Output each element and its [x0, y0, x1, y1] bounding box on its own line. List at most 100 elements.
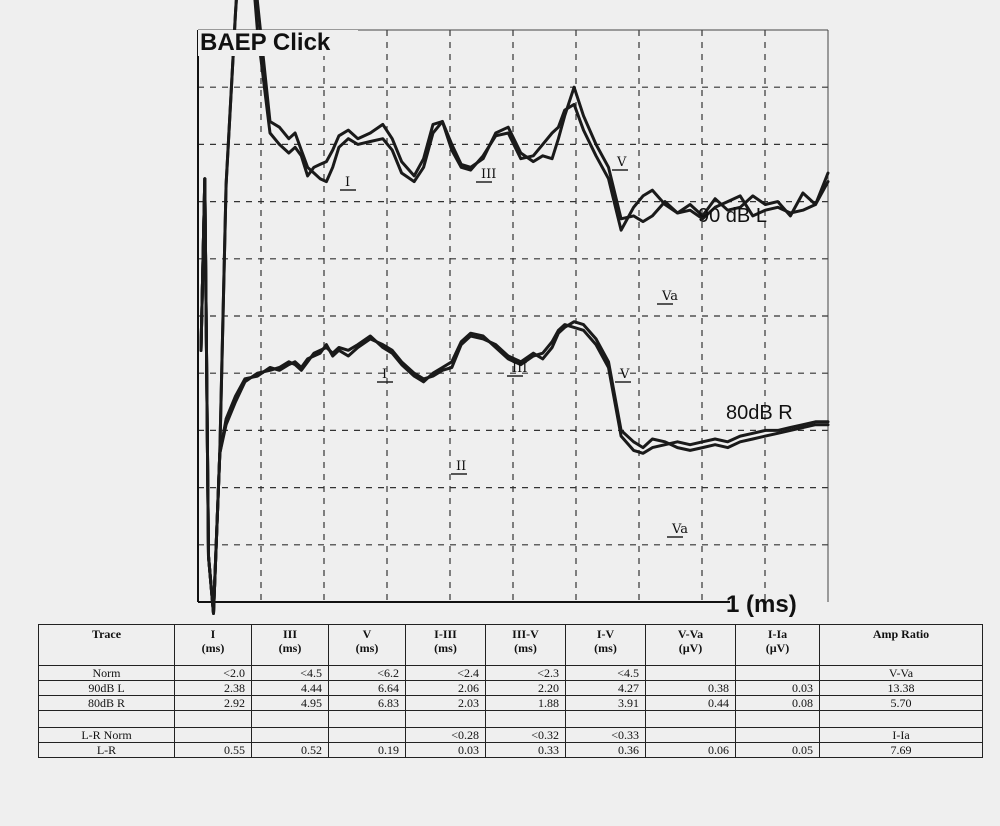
table-cell: 0.06 [645, 742, 736, 758]
table-header-cell: I (ms) [174, 624, 252, 666]
wave-label-i: I [382, 367, 387, 382]
table-cell: 0.55 [174, 742, 252, 758]
column-label: III [282, 627, 297, 641]
table-header-cell: V (ms) [328, 624, 406, 666]
column-unit: (ms) [201, 641, 225, 655]
title-backdrop [198, 30, 358, 56]
table-cell: 0.03 [405, 742, 486, 758]
table-cell: <0.32 [485, 727, 566, 743]
table-cell [485, 710, 566, 728]
table-cell: 4.44 [251, 680, 329, 696]
trace-90db-l-2 [199, 0, 830, 615]
table-cell [735, 710, 820, 728]
table-cell: 3.91 [565, 695, 646, 711]
table-row [38, 710, 983, 728]
wave-label-v: V [619, 367, 630, 382]
column-label: V [362, 627, 372, 641]
table-header-cell: I-V (ms) [565, 624, 646, 666]
table-cell [645, 727, 736, 743]
table-header-cell: I-III (ms) [405, 624, 486, 666]
table-cell [645, 710, 736, 728]
trace-group [199, 0, 830, 615]
table-cell [565, 710, 646, 728]
table-cell: 2.92 [174, 695, 252, 711]
table-cell: L-R Norm [38, 727, 175, 743]
table-cell: <0.33 [565, 727, 646, 743]
table-row: 80dB R 2.92 4.95 6.83 2.03 1.88 3.91 0.44 0.08 5.… [38, 695, 983, 711]
table-row: L-R 0.55 0.52 0.19 0.03 0.33 0.36 0.06 0.05 7.69 [38, 742, 983, 758]
column-label: I [210, 627, 216, 641]
wave-label-iii: III [481, 167, 496, 182]
wave-label-v: V [616, 155, 627, 170]
table-cell: 0.52 [251, 742, 329, 758]
column-label: I-V [596, 627, 615, 641]
wave-label-ii: II [456, 459, 466, 474]
table-header-cell: I-Ia (µV) [735, 624, 820, 666]
table-cell: <4.5 [565, 665, 646, 681]
table-cell [328, 727, 406, 743]
x-axis-scale-label: 1 (ms) [726, 591, 797, 618]
table-cell: 2.20 [485, 680, 566, 696]
table-cell: 2.38 [174, 680, 252, 696]
table-row: L-R Norm <0.28 <0.32 <0.33 I-Ia [38, 727, 983, 743]
table-header-cell: III (ms) [251, 624, 329, 666]
table-cell: 0.08 [735, 695, 820, 711]
table-cell: 13.38 [819, 680, 983, 696]
table-cell: 0.44 [645, 695, 736, 711]
wave-label-va: Va [661, 289, 678, 304]
table-cell: 0.38 [645, 680, 736, 696]
wave-label-i: I [345, 175, 350, 190]
table-header-cell: Trace [38, 624, 175, 666]
table-cell: 0.33 [485, 742, 566, 758]
table-cell [174, 727, 252, 743]
column-unit: (ms) [278, 641, 302, 655]
table-cell: 0.19 [328, 742, 406, 758]
table-cell: <6.2 [328, 665, 406, 681]
table-cell [645, 665, 736, 681]
table-row: Norm <2.0 <4.5 <6.2 <2.4 <2.3 <4.5 V-Va [38, 665, 983, 681]
table-header-cell: V-Va (µV) [645, 624, 736, 666]
table-cell: I-Ia [819, 727, 983, 743]
table-cell [328, 710, 406, 728]
table-cell: V-Va [819, 665, 983, 681]
series-label-80db-r: 80dB R [726, 402, 793, 424]
column-label: I-Ia [767, 627, 788, 641]
column-label: III-V [512, 627, 539, 641]
table-cell: 5.70 [819, 695, 983, 711]
column-label: Amp Ratio [872, 627, 930, 641]
series-label-90db-l: 90 dB L [698, 205, 767, 227]
table-header-cell: Amp Ratio [819, 624, 983, 666]
column-unit: (µV) [678, 641, 703, 655]
trace-80db-r-1 [199, 177, 830, 615]
chart-title: BAEP Click [200, 29, 331, 56]
table-cell: 6.64 [328, 680, 406, 696]
table-cell: 7.69 [819, 742, 983, 758]
column-unit: (ms) [514, 641, 537, 655]
table-cell [735, 665, 820, 681]
trace-80db-r-2 [199, 177, 830, 615]
table-cell: 0.05 [735, 742, 820, 758]
table-row: 90dB L 2.38 4.44 6.64 2.06 2.20 4.27 0.38 0.03 13… [38, 680, 983, 696]
table-cell: L-R [38, 742, 175, 758]
table-cell: <2.0 [174, 665, 252, 681]
table-cell [251, 710, 329, 728]
table-cell: 90dB L [38, 680, 175, 696]
table-cell: <4.5 [251, 665, 329, 681]
table-cell: 4.27 [565, 680, 646, 696]
wave-label-va: Va [671, 522, 688, 537]
table-cell: 0.36 [565, 742, 646, 758]
table-cell [735, 727, 820, 743]
wave-label-iii: III [512, 361, 527, 376]
column-unit: (ms) [434, 641, 457, 655]
table-cell: 4.95 [251, 695, 329, 711]
table-cell [251, 727, 329, 743]
column-label: V-Va [677, 627, 704, 641]
results-table: Trace I (ms) III (ms) V (ms) I-III (ms) III-V (ms)… [38, 624, 983, 758]
column-label: Trace [91, 627, 122, 641]
column-unit: (ms) [355, 641, 379, 655]
table-cell: 1.88 [485, 695, 566, 711]
table-cell: 0.03 [735, 680, 820, 696]
table-cell: <2.4 [405, 665, 486, 681]
